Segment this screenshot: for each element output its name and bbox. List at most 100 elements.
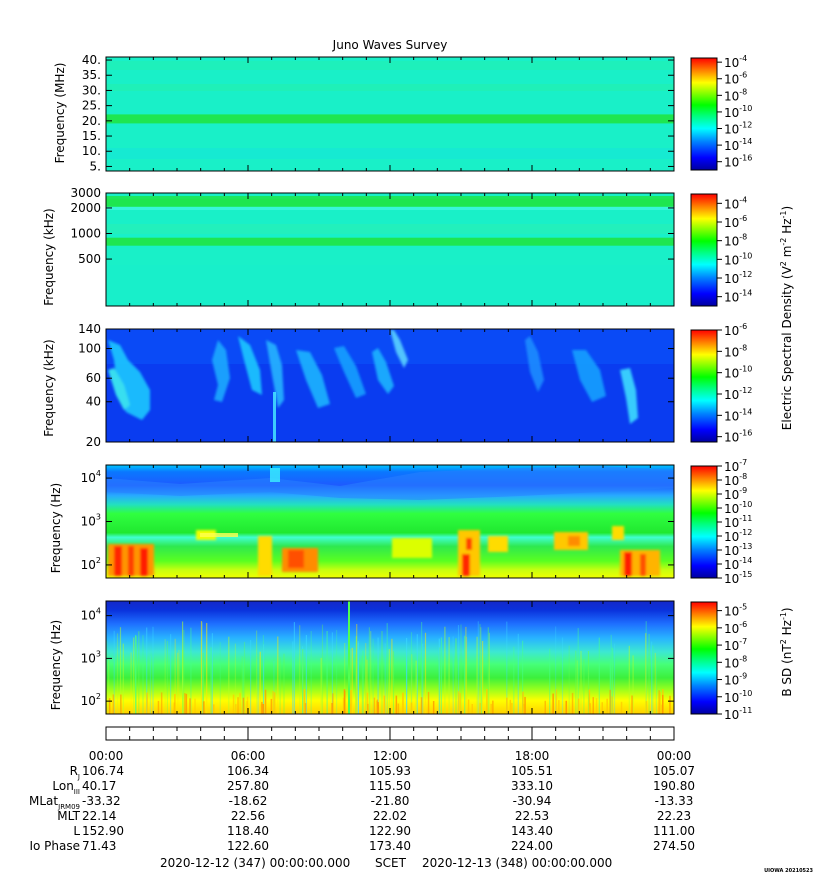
panel-1-band [106,114,674,124]
panel-5-streak [655,656,658,714]
panel-5-streak [384,643,386,714]
colorbar-tick-label: 10-8 [724,472,747,488]
panel-5-streak [555,626,557,714]
panel-5-streak [293,622,295,714]
panel-5-streak [146,692,148,714]
panel-5-streak [263,644,265,714]
ephemeris-row-label: L [73,824,80,838]
panel-5-streak [440,637,442,714]
panel-5-streak [211,633,213,714]
colorbar-tick-label: 10-16 [724,429,752,445]
panel-5-streak [465,626,467,714]
ephemeris-value: 122.60 [227,839,269,853]
panel-5-streak [651,641,653,714]
y-tick-label: 102 [81,556,101,572]
panel-5-streak [476,636,478,714]
panel-5-streak [439,647,441,714]
panel-5-streak [654,652,656,714]
panel-5-streak [421,622,423,714]
panel-5-streak [632,655,634,714]
y-tick-label: 104 [81,469,101,485]
panel-5-streak [467,699,470,714]
panel-5-streak [357,643,359,714]
panel-5-streak [350,690,352,714]
panel-5-streak [444,626,446,714]
y-tick-label: 140 [78,322,101,336]
panel-5-streak [481,655,483,714]
colorbar-4: 10-710-810-910-1010-1110-1210-1310-1410-… [690,458,752,586]
panel-2-band [106,198,674,207]
panel-5-streak [410,702,413,714]
panel-5-streak [332,693,334,714]
panel-5-streak [174,694,176,714]
panel-5-ylabel: Frequency (Hz) [49,620,63,711]
colorbar-tick-label: 10-12 [724,386,752,402]
panel-5-streak [116,633,119,714]
panel-5-streak [210,647,212,714]
colorbar-tick-label: 10-9 [724,486,747,502]
ephemeris-value: -30.94 [513,794,552,808]
panel-1: 40.35.30. 25.20.15.10.5. Frequency (MHz) [53,53,675,173]
panel-3-y-ticks: 140 100 60 40 20 [78,322,674,449]
panel-5-streak [108,698,111,714]
panel-5-streak [631,695,633,714]
colorbar-tick-label: 10-10 [724,689,752,705]
panel-5-streak [299,625,301,714]
panel-5-streak [355,636,357,714]
panel-5-streak [138,631,140,714]
panel-4: 104 103 102 Frequency (Hz) [49,464,675,579]
panel-5-streak [202,660,204,714]
panel-5-streak [356,624,358,714]
panel-5-streak [133,637,135,714]
panel-5-streak [235,704,237,714]
colorbar-tick-label: 10-8 [724,343,747,359]
panel-5-streak [480,627,482,714]
panel-5-streak [146,627,148,714]
panel-5-streak [506,621,508,714]
panel-5-streak [420,697,423,714]
panel-5-streak [351,647,353,714]
panel-5-streak [606,698,608,714]
panel-5-streak [331,703,333,714]
colorbar-tick-label: 10-7 [724,458,747,474]
panel-5-streak [122,643,124,714]
colorbar-3-ticks: 10-6 10-8 10-10 10-12 10-14 10-16 [717,322,752,445]
panel-5-streak [422,643,424,714]
y-tick-label: 103 [81,513,101,529]
panel-5-streak [365,655,367,714]
colorbar-1-bar [690,57,718,171]
colorbar-tick-label: 10-12 [724,121,752,137]
panel-5-streak [406,658,408,714]
panel-5-streak [237,697,239,714]
panel-5-streak [130,652,132,714]
panel-5-streak [459,693,461,714]
panel-5-streak [302,649,304,714]
ephemeris-value: 257.80 [227,779,269,793]
colorbar-tick-label: 10-10 [724,500,752,516]
panel-5-streak [259,651,261,714]
panel-5-streak [200,621,203,714]
panel-5-streak [203,701,205,714]
panel-5-streak [652,645,654,714]
panel-5-streak [283,653,285,714]
panel-5-streak [487,627,489,714]
panel-5-streak [264,689,267,714]
panel-5-streak [511,703,513,714]
panel-5-streak [336,629,338,714]
ephemeris-value: -18.62 [229,794,268,808]
panel-5-streak [661,704,663,714]
y-tick-label: 30. [82,83,101,97]
panel-5-streak [555,689,558,714]
panel-5-streak [388,649,390,714]
panel-5-streak [601,702,603,714]
panel-5-streak [522,640,524,714]
panel-2-ylabel: Frequency (kHz) [42,208,56,305]
ephemeris-value: 22.53 [515,809,549,823]
panel-5-streak [177,652,179,714]
panel-5-streak [598,637,600,714]
panel-5-streak [119,627,122,714]
panel-5-streak [571,692,574,714]
